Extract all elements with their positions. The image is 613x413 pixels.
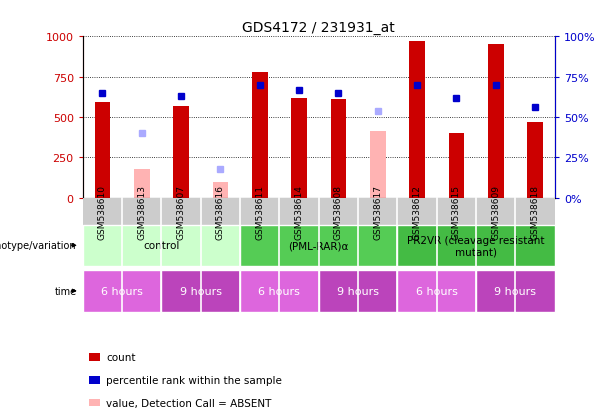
Text: GSM538609: GSM538609	[491, 184, 500, 239]
Bar	[252, 73, 268, 198]
Bar	[291, 98, 307, 198]
Text: control: control	[143, 241, 180, 251]
Text: 9 hours: 9 hours	[180, 286, 222, 296]
Bar	[161, 271, 240, 312]
Text: count: count	[106, 352, 135, 362]
Bar	[213, 183, 228, 198]
Text: 6 hours: 6 hours	[259, 286, 300, 296]
Bar	[83, 198, 555, 225]
Text: GSM538618: GSM538618	[531, 184, 539, 239]
Text: GSM538616: GSM538616	[216, 184, 225, 239]
Bar	[240, 225, 397, 266]
Bar	[83, 225, 240, 266]
Bar	[89, 376, 100, 384]
Text: (PML-RAR)α: (PML-RAR)α	[289, 241, 349, 251]
Bar	[240, 271, 319, 312]
Bar	[94, 103, 110, 198]
Bar	[409, 42, 425, 198]
Bar	[89, 354, 100, 361]
Text: GSM538611: GSM538611	[255, 184, 264, 239]
Text: GSM538610: GSM538610	[98, 184, 107, 239]
Bar	[134, 169, 150, 198]
Bar	[527, 123, 543, 198]
Text: GSM538615: GSM538615	[452, 184, 461, 239]
Bar	[397, 225, 555, 266]
Bar	[173, 107, 189, 198]
Text: PR2VR (cleavage resistant
mutant): PR2VR (cleavage resistant mutant)	[408, 235, 545, 256]
Text: genotype/variation: genotype/variation	[0, 241, 77, 251]
Text: time: time	[55, 286, 77, 296]
Bar	[449, 134, 464, 198]
Text: value, Detection Call = ABSENT: value, Detection Call = ABSENT	[106, 398, 272, 408]
Text: GSM538607: GSM538607	[177, 184, 186, 239]
Text: 6 hours: 6 hours	[101, 286, 143, 296]
Text: GSM538614: GSM538614	[295, 184, 303, 239]
Bar	[397, 271, 476, 312]
Bar	[476, 271, 555, 312]
Bar	[83, 271, 161, 312]
Bar	[330, 100, 346, 198]
Text: 9 hours: 9 hours	[337, 286, 379, 296]
Bar	[89, 399, 100, 406]
Text: GSM538613: GSM538613	[137, 184, 147, 239]
Text: GSM538608: GSM538608	[334, 184, 343, 239]
Text: GSM538617: GSM538617	[373, 184, 383, 239]
Title: GDS4172 / 231931_at: GDS4172 / 231931_at	[242, 21, 395, 35]
Text: 9 hours: 9 hours	[495, 286, 536, 296]
Text: GSM538612: GSM538612	[413, 184, 422, 239]
Text: 6 hours: 6 hours	[416, 286, 458, 296]
Bar	[319, 271, 397, 312]
Bar	[370, 131, 386, 198]
Bar	[488, 45, 504, 198]
Text: percentile rank within the sample: percentile rank within the sample	[106, 375, 282, 385]
